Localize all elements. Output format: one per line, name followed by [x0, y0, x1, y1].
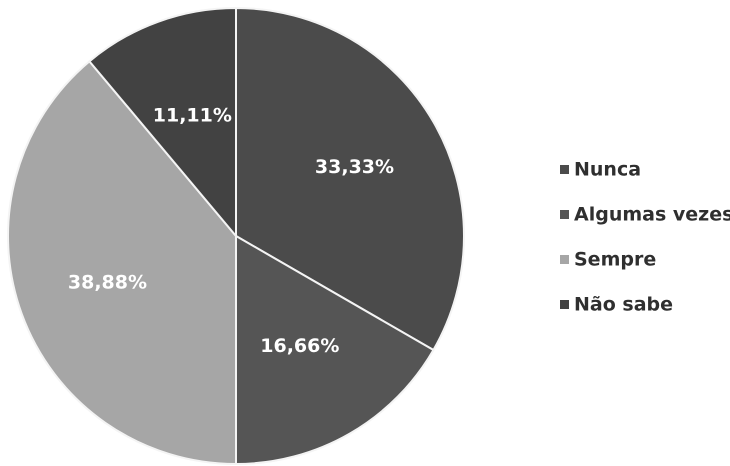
legend-item: Algumas vezes — [560, 204, 730, 226]
pie-slice-algumas-vezes — [235, 234, 435, 466]
legend-swatch — [560, 300, 569, 309]
legend-swatch — [560, 210, 569, 219]
legend-label: Sempre — [574, 249, 656, 271]
data-label: 11,11% — [153, 105, 232, 127]
legend-swatch — [560, 255, 569, 264]
legend-item: Não sabe — [560, 294, 673, 316]
pie-slice-sempre — [7, 59, 237, 466]
data-label: 33,33% — [315, 156, 394, 178]
legend: Nunca Algumas vezes Sempre Não sabe — [560, 159, 730, 316]
legend-label: Nunca — [574, 159, 641, 181]
legend-label: Não sabe — [574, 294, 673, 316]
data-label: 38,88% — [68, 271, 147, 293]
legend-label: Algumas vezes — [574, 204, 730, 226]
pie-slices — [7, 6, 465, 466]
data-label: 16,66% — [260, 335, 339, 357]
legend-swatch — [560, 165, 569, 174]
pie-slice-n-o-sabe — [88, 6, 237, 239]
legend-item: Nunca — [560, 159, 641, 181]
pie-slice-nunca — [235, 6, 465, 352]
pie-data-labels: 33,33% 16,66% 38,88% 11,11% — [68, 105, 394, 358]
legend-item: Sempre — [560, 249, 656, 271]
